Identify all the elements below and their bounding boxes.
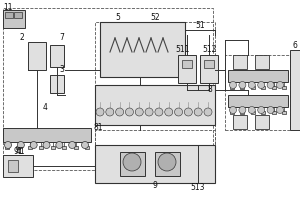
- Bar: [282, 86, 286, 89]
- Text: 52: 52: [150, 14, 160, 22]
- Bar: [272, 111, 276, 114]
- Bar: [251, 86, 255, 89]
- Bar: [50, 45, 64, 67]
- Circle shape: [175, 108, 182, 116]
- Bar: [51, 146, 55, 149]
- Circle shape: [248, 82, 255, 88]
- Circle shape: [267, 106, 274, 114]
- Bar: [5, 146, 9, 149]
- Bar: [225, 55, 290, 130]
- Circle shape: [123, 153, 141, 171]
- Circle shape: [165, 108, 173, 116]
- Text: 512: 512: [203, 46, 217, 54]
- Circle shape: [277, 82, 284, 88]
- Bar: [228, 70, 288, 82]
- Circle shape: [17, 142, 24, 148]
- Circle shape: [43, 142, 50, 148]
- Circle shape: [258, 106, 265, 114]
- Text: 41: 41: [15, 148, 25, 156]
- Text: 51: 51: [195, 21, 205, 30]
- Bar: [16, 146, 20, 149]
- Circle shape: [158, 153, 176, 171]
- Bar: [155, 152, 180, 176]
- Bar: [251, 111, 255, 114]
- Bar: [290, 50, 300, 130]
- Bar: [261, 111, 265, 114]
- Bar: [120, 152, 145, 176]
- Circle shape: [239, 82, 246, 88]
- Bar: [200, 55, 218, 83]
- Text: 3: 3: [60, 66, 64, 74]
- Bar: [240, 86, 244, 89]
- Bar: [8, 160, 18, 172]
- Circle shape: [69, 142, 76, 148]
- Circle shape: [106, 108, 114, 116]
- Bar: [233, 115, 247, 129]
- Bar: [272, 86, 276, 89]
- Bar: [39, 146, 43, 149]
- Bar: [255, 115, 269, 129]
- Circle shape: [145, 108, 153, 116]
- Circle shape: [258, 82, 265, 88]
- Circle shape: [82, 142, 88, 148]
- Circle shape: [277, 106, 284, 114]
- Bar: [74, 146, 78, 149]
- Bar: [95, 130, 215, 170]
- Bar: [85, 146, 89, 149]
- Text: 511: 511: [176, 46, 190, 54]
- Circle shape: [125, 108, 134, 116]
- Bar: [100, 22, 185, 77]
- Circle shape: [204, 108, 212, 116]
- Circle shape: [116, 108, 124, 116]
- Bar: [233, 55, 247, 69]
- Bar: [204, 60, 214, 68]
- Circle shape: [239, 106, 246, 114]
- Circle shape: [267, 82, 274, 88]
- Bar: [3, 155, 33, 177]
- Bar: [28, 146, 32, 149]
- Bar: [255, 55, 269, 69]
- Circle shape: [96, 108, 104, 116]
- Text: 81: 81: [93, 123, 103, 132]
- Circle shape: [248, 106, 255, 114]
- Text: 8: 8: [208, 86, 212, 95]
- Bar: [240, 111, 244, 114]
- Bar: [3, 10, 25, 28]
- Text: 91: 91: [13, 148, 23, 156]
- Circle shape: [135, 108, 143, 116]
- Bar: [230, 86, 234, 89]
- Bar: [178, 55, 196, 83]
- Bar: [3, 8, 213, 170]
- Bar: [50, 75, 64, 93]
- Bar: [95, 85, 215, 125]
- Bar: [28, 42, 46, 70]
- Bar: [62, 146, 66, 149]
- Circle shape: [194, 108, 202, 116]
- Circle shape: [230, 82, 236, 88]
- Text: 4: 4: [43, 104, 47, 112]
- Bar: [95, 145, 215, 183]
- Circle shape: [155, 108, 163, 116]
- Text: 11: 11: [3, 3, 13, 12]
- Bar: [230, 111, 234, 114]
- Bar: [261, 86, 265, 89]
- Circle shape: [4, 142, 11, 148]
- Bar: [228, 95, 288, 107]
- Text: 2: 2: [20, 33, 24, 43]
- Text: 7: 7: [60, 33, 64, 43]
- Bar: [3, 128, 91, 142]
- Bar: [5, 12, 13, 18]
- Circle shape: [56, 142, 63, 148]
- Circle shape: [230, 106, 236, 114]
- Circle shape: [30, 142, 37, 148]
- Circle shape: [184, 108, 192, 116]
- Text: 6: 6: [292, 42, 297, 50]
- Text: 513: 513: [191, 184, 205, 192]
- Text: 9: 9: [153, 180, 158, 190]
- Text: 5: 5: [116, 14, 120, 22]
- Bar: [282, 111, 286, 114]
- Bar: [14, 12, 22, 18]
- Bar: [95, 22, 215, 170]
- Bar: [182, 60, 192, 68]
